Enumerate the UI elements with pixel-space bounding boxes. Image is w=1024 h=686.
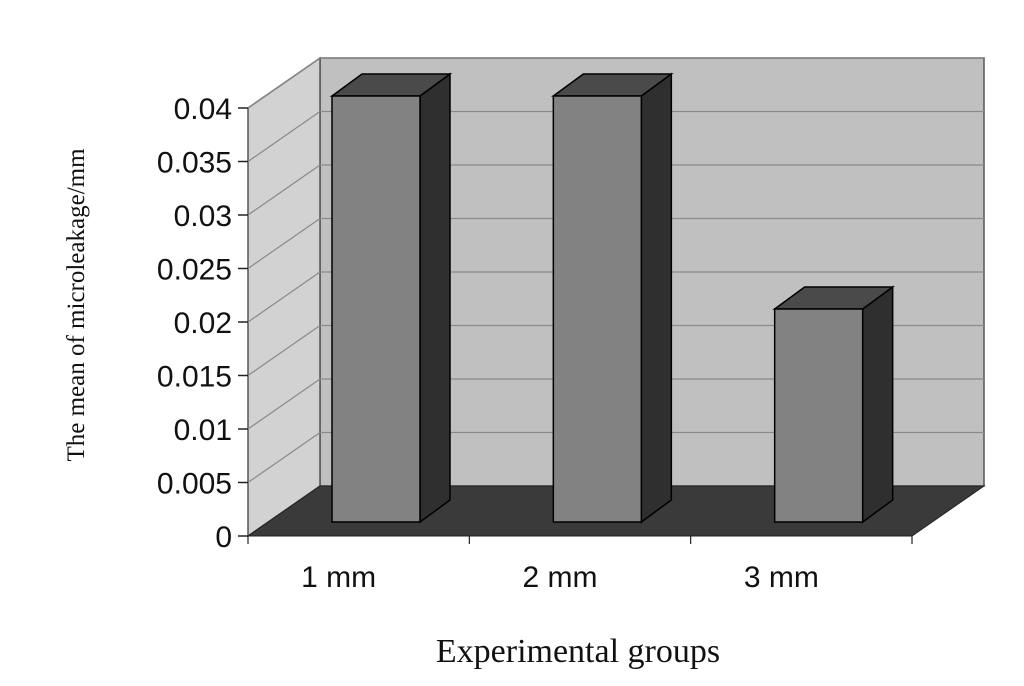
gridline-side (247, 57, 321, 109)
x-tick-label: 3 mm (744, 561, 819, 594)
bar (329, 72, 453, 524)
bar-front (552, 95, 643, 523)
y-tick-label: 0.035 (157, 147, 232, 180)
bars (329, 72, 895, 524)
bar-side (419, 72, 451, 524)
bar-side (640, 72, 673, 524)
x-tick-label: 1 mm (301, 561, 376, 594)
y-tick-label: 0.03 (174, 200, 232, 233)
gridline-side (247, 432, 321, 483)
y-tick-label: 0.015 (157, 361, 232, 394)
bar (772, 285, 895, 524)
y-tick-label: 0 (215, 521, 232, 554)
y-axis-title: The mean of microleakage/mm (63, 148, 90, 462)
x-axis-ticks: 1 mm 2 mm 3 mm (247, 536, 913, 594)
y-tick-label: 0.005 (157, 468, 232, 501)
y-tick-label: 0.04 (174, 93, 232, 126)
y-tick-label: 0.02 (174, 307, 232, 340)
bar (551, 72, 674, 524)
gridline-side (247, 378, 321, 430)
bar-front (331, 95, 421, 523)
y-tick-label: 0.01 (174, 414, 232, 447)
x-axis-title: Experimental groups (436, 633, 720, 670)
gridline-side (247, 111, 321, 162)
gridline-side (247, 218, 321, 269)
y-axis-ticks: 0 0.005 0.01 0.015 0.02 0.025 0.03 0.035 0.04 (157, 93, 248, 554)
bar-side (861, 285, 894, 524)
y-tick-label: 0.025 (157, 254, 232, 287)
gridline-side (247, 271, 321, 323)
gridline-side (247, 164, 321, 216)
gridline-side (247, 325, 321, 376)
x-tick-label: 2 mm (523, 561, 598, 594)
bar-front (773, 308, 864, 523)
